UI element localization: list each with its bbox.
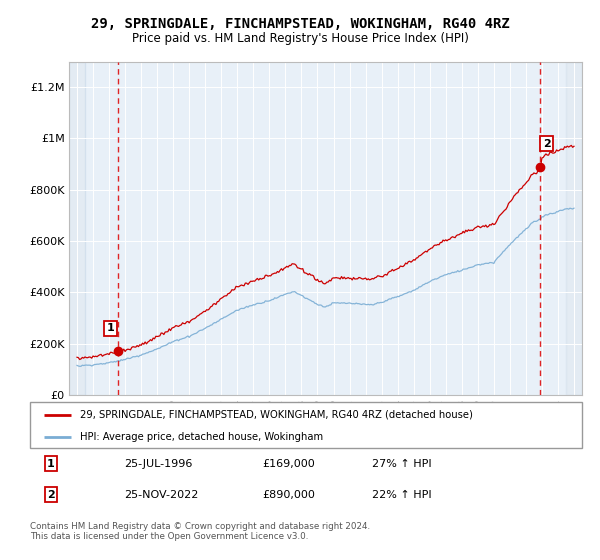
Bar: [69, 62, 85, 395]
Text: 2: 2: [47, 490, 55, 500]
Bar: [69, 62, 85, 395]
Text: 29, SPRINGDALE, FINCHAMPSTEAD, WOKINGHAM, RG40 4RZ (detached house): 29, SPRINGDALE, FINCHAMPSTEAD, WOKINGHAM…: [80, 410, 473, 420]
Text: Price paid vs. HM Land Registry's House Price Index (HPI): Price paid vs. HM Land Registry's House …: [131, 31, 469, 45]
Text: 25-NOV-2022: 25-NOV-2022: [124, 490, 198, 500]
Text: 2: 2: [543, 139, 551, 148]
Text: Contains HM Land Registry data © Crown copyright and database right 2024.
This d: Contains HM Land Registry data © Crown c…: [30, 522, 370, 542]
Text: 1: 1: [47, 459, 55, 469]
Text: 1: 1: [107, 324, 115, 333]
Bar: [566, 62, 582, 395]
Text: 29, SPRINGDALE, FINCHAMPSTEAD, WOKINGHAM, RG40 4RZ: 29, SPRINGDALE, FINCHAMPSTEAD, WOKINGHAM…: [91, 16, 509, 30]
Bar: [566, 62, 582, 395]
Text: 22% ↑ HPI: 22% ↑ HPI: [372, 490, 432, 500]
Text: 25-JUL-1996: 25-JUL-1996: [124, 459, 192, 469]
Text: £890,000: £890,000: [262, 490, 315, 500]
Text: HPI: Average price, detached house, Wokingham: HPI: Average price, detached house, Woki…: [80, 432, 323, 441]
Text: £169,000: £169,000: [262, 459, 314, 469]
FancyBboxPatch shape: [30, 402, 582, 448]
Text: 27% ↑ HPI: 27% ↑ HPI: [372, 459, 432, 469]
